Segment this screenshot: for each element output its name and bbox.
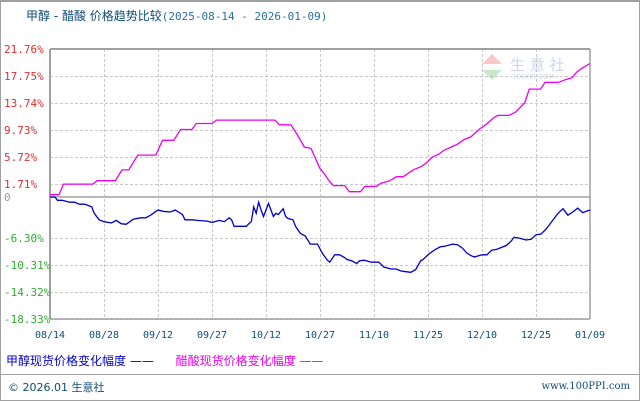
chart-title-range: (2025-08-14 - 2026-01-09) (161, 10, 328, 23)
footer-divider (0, 374, 640, 375)
legend-label-methanol: 甲醇现货价格变化幅度 (6, 354, 127, 368)
x-tick-label: 10/12 (251, 330, 281, 341)
chart-title: 甲醇 - 醋酸 价格趋势比较(2025-08-14 - 2026-01-09) (26, 7, 327, 24)
x-tick-label: 12/10 (467, 330, 497, 341)
series-line-methanol (50, 196, 591, 273)
y-tick-label: -10.31% (4, 259, 51, 272)
y-tick-label: 5.72% (4, 151, 37, 164)
legend-line-icon: —— (129, 354, 154, 368)
y-tick-label: -6.30% (4, 232, 44, 245)
y-tick-label: -14.32% (4, 286, 51, 299)
x-tick-label: 11/25 (413, 330, 443, 341)
series-line-acetic-acid (50, 62, 591, 196)
x-tick-label: 08/28 (89, 330, 119, 341)
chart-title-main: 甲醇 - 醋酸 价格趋势比较 (26, 9, 162, 23)
footer-site-link[interactable]: www.100PPI.com (541, 381, 630, 392)
y-tick-label: 9.73% (4, 124, 37, 137)
legend-item-methanol: 甲醇现货价格变化幅度 —— (6, 354, 158, 368)
legend-label-acetic-acid: 醋酸现货价格变化幅度 (175, 354, 296, 368)
y-tick-label: 21.76% (4, 43, 44, 56)
legend-item-acetic-acid: 醋酸现货价格变化幅度 —— (176, 354, 324, 368)
legend: 甲醇现货价格变化幅度 —— 醋酸现货价格变化幅度 —— (6, 352, 342, 369)
y-tick-label: 17.75% (4, 70, 44, 83)
x-tick-label: 12/25 (521, 330, 551, 341)
y-tick-label: 0 (4, 191, 11, 204)
svg-text:生 意 社: 生 意 社 (510, 56, 565, 74)
x-tick-label: 08/14 (35, 330, 65, 341)
x-tick-label: 01/09 (575, 330, 605, 341)
y-tick-label: 1.71% (4, 178, 37, 191)
footer-copyright: © 2026.01 生意社 (8, 381, 105, 394)
x-tick-label: 09/27 (197, 330, 227, 341)
x-tick-label: 09/12 (143, 330, 173, 341)
x-tick-label: 10/27 (305, 330, 335, 341)
legend-line-icon: —— (299, 354, 324, 368)
y-tick-label: -18.33% (4, 313, 51, 326)
x-tick-label: 11/10 (359, 330, 389, 341)
svg-text:100PPI.COM: 100PPI.COM (512, 73, 555, 81)
y-tick-label: 13.74% (4, 97, 44, 110)
